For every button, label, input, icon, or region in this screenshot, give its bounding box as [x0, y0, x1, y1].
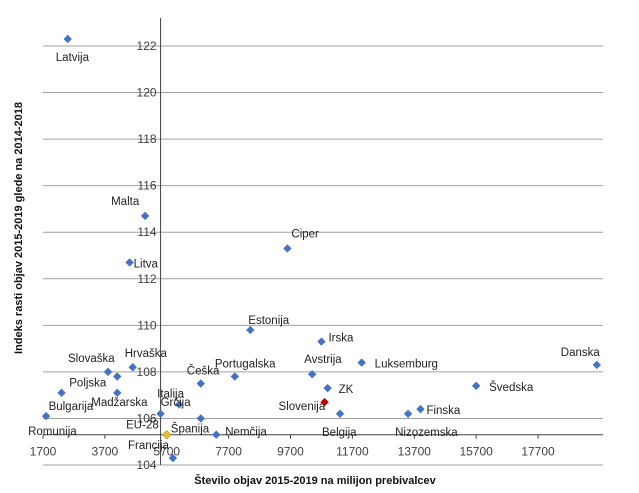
x-tick-13700: 13700 — [398, 445, 432, 459]
x-axis-title: Število objav 2015-2019 na milijon prebi… — [194, 474, 436, 487]
point-avstrija — [307, 370, 317, 379]
point-irska — [317, 337, 326, 346]
axes — [42, 18, 603, 465]
label-slovenija: Slovenija — [279, 401, 326, 413]
x-tick-9700: 9700 — [277, 445, 304, 459]
label-češka: Češka — [187, 365, 220, 378]
label-francija: Francija — [128, 440, 170, 452]
label-belgija: Belgija — [322, 427, 357, 439]
y-tick-106: 106 — [137, 411, 157, 425]
label-litva: Litva — [134, 258, 159, 270]
point-švedska — [471, 381, 481, 391]
label-slovaška: Slovaška — [68, 353, 115, 365]
point-finska — [416, 404, 425, 414]
y-tick-116: 116 — [137, 179, 156, 193]
point-francija — [168, 453, 178, 463]
label-eu-28: EU-28 — [126, 420, 159, 432]
label-zk: ZK — [339, 384, 354, 396]
point-italija — [174, 400, 184, 409]
point-danska — [592, 360, 602, 370]
x-tick-17700: 17700 — [521, 445, 555, 459]
point-poljska — [113, 372, 122, 381]
label-finska: Finska — [426, 405, 460, 417]
label-nemčija: Nemčija — [225, 427, 267, 439]
label-danska: Danska — [561, 347, 601, 359]
point-grčija — [156, 409, 165, 418]
label-nizozemska: Nizozemska — [395, 427, 458, 439]
label-španija: Španija — [171, 422, 210, 435]
point-malta — [140, 211, 150, 221]
label-latvija: Latvija — [56, 52, 90, 64]
x-tick-1700: 1700 — [30, 445, 57, 459]
y-tick-104: 104 — [137, 458, 157, 472]
y-tick-118: 118 — [137, 132, 156, 146]
y-axis-title: Indeks rasti objav 2015-2019 glede na 20… — [13, 102, 25, 354]
y-tick-112: 112 — [137, 272, 156, 286]
label-avstrija: Avstrija — [304, 354, 342, 366]
x-tick-11700: 11700 — [336, 445, 369, 459]
label-irska: Irska — [328, 333, 354, 345]
label-romunija: Romunija — [28, 426, 77, 438]
label-ciper: Ciper — [291, 228, 319, 240]
gridlines — [43, 45, 603, 466]
label-poljska: Poljska — [69, 378, 107, 390]
point-hrvaška — [128, 363, 137, 372]
y-tick-114: 114 — [137, 225, 156, 239]
label-madžarska: Madžarska — [91, 397, 148, 409]
point-madžarska — [113, 388, 122, 398]
y-tick-108: 108 — [137, 365, 157, 379]
point-španija — [196, 414, 205, 423]
x-tick-15700: 15700 — [459, 445, 493, 459]
x-tick-labels: 1700 3700 5700 7700 9700 11700 13700 15700 17700 — [30, 445, 555, 459]
label-italija: Italija — [157, 388, 184, 400]
y-tick-labels: 104 106 108 110 112 114 116 118 120 122 — [137, 39, 157, 472]
point-bulgarija — [57, 388, 66, 398]
point-slovenija — [320, 397, 329, 407]
point-nizozemska — [403, 409, 413, 418]
point-romunija — [41, 411, 51, 421]
data-points — [41, 34, 602, 463]
label-luksemburg: Luksemburg — [375, 359, 438, 371]
x-tick-7700: 7700 — [215, 445, 242, 459]
y-tick-110: 110 — [137, 318, 156, 332]
point-litva — [125, 258, 134, 267]
point-češka — [196, 379, 205, 388]
point-nemčija — [212, 430, 221, 439]
point-belgija — [335, 409, 345, 418]
point-labels: Latvija Malta Litva Ciper Estonija Irska Hrvaš… — [28, 52, 600, 452]
label-portugalska: Portugalska — [215, 359, 276, 371]
label-grčija: Grčija — [161, 397, 192, 409]
point-estonija — [246, 325, 255, 335]
label-malta: Malta — [111, 196, 140, 208]
label-švedska: Švedska — [489, 381, 534, 394]
label-hrvaška: Hrvaška — [125, 348, 168, 360]
point-luksemburg — [357, 358, 366, 367]
point-slovaška — [103, 367, 113, 377]
point-latvija — [63, 34, 72, 44]
label-estonija: Estonija — [248, 315, 290, 327]
point-ciper — [283, 244, 292, 253]
y-tick-120: 120 — [137, 86, 157, 100]
y-tick-122: 122 — [137, 39, 157, 53]
point-portugalska — [230, 372, 240, 381]
x-tick-3700: 3700 — [92, 445, 119, 459]
point-zk — [323, 383, 332, 393]
label-bulgarija: Bulgarija — [49, 401, 94, 413]
point-eu-28 — [162, 430, 172, 440]
